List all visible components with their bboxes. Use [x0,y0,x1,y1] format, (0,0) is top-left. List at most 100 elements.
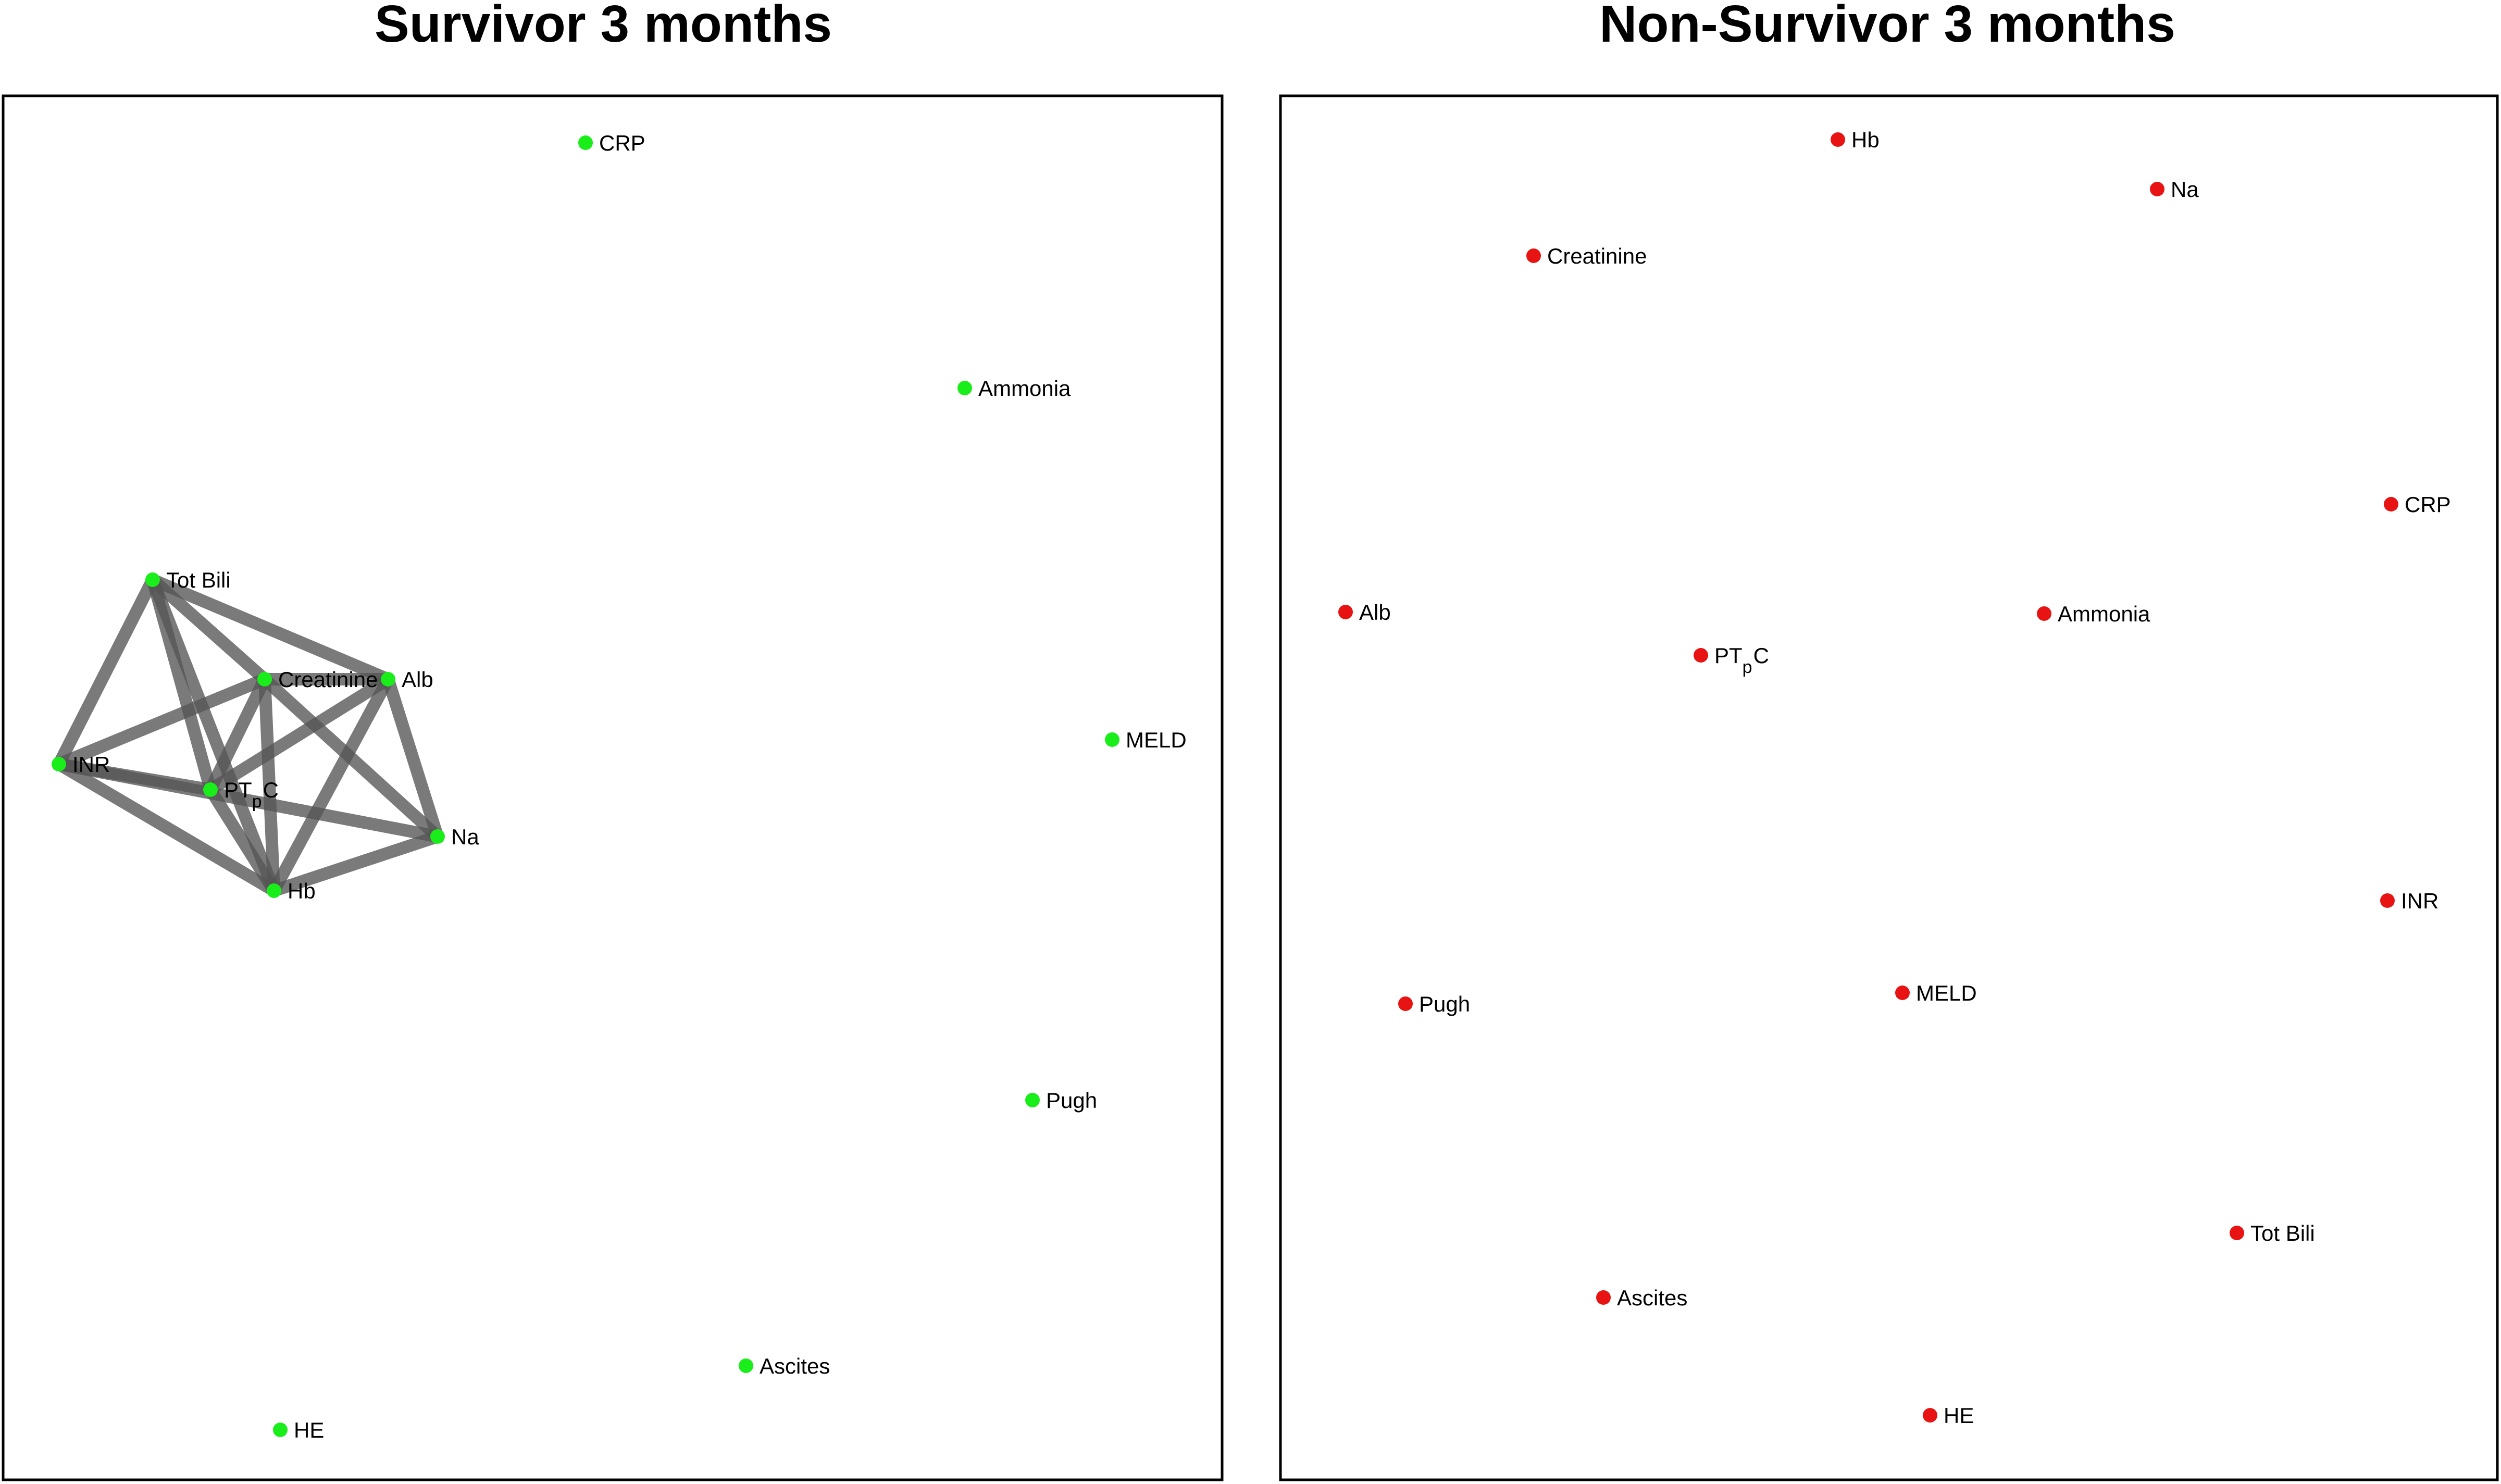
non-survivor-node-totbili: Tot Bili [2230,1221,2315,1245]
non-survivor-node-meld: MELD [1895,981,1977,1005]
survivor-node-label-hb: Hb [288,879,316,903]
survivor-node-ammonia: Ammonia [957,376,1071,401]
non-survivor-node-dot-ptpc [1694,648,1708,663]
survivor-node-dot-pugh [1025,1093,1040,1107]
non-survivor-node-dot-inr [2380,893,2395,908]
non-survivor-node-label-ascites: Ascites [1617,1286,1687,1310]
non-survivor-node-inr: INR [2380,889,2438,913]
survivor-edge-creatinine-hb [258,673,280,897]
non-survivor-panel-title: Non-Survivor 3 months [1599,0,2175,53]
non-survivor-node-label-hb: Hb [1851,128,1880,152]
survivor-node-hb: Hb [267,879,316,903]
non-survivor-node-dot-creatinine [1526,248,1541,263]
non-survivor-node-pugh: Pugh [1398,992,1470,1016]
survivor-node-label-ascites: Ascites [760,1354,830,1378]
survivor-node-meld: MELD [1105,728,1187,752]
survivor-node-label-pugh: Pugh [1046,1088,1097,1113]
non-survivor-node-ascites: Ascites [1596,1286,1687,1310]
non-survivor-node-label-ptpc: PTpC [1714,643,1769,677]
survivor-node-inr: INR [52,752,110,777]
survivor-edge-creatinine-ptpc [204,673,271,796]
non-survivor-node-dot-crp [2384,497,2398,512]
survivor-node-label-totbili: Tot Bili [166,568,231,592]
non-survivor-node-dot-ammonia [2037,606,2051,621]
survivor-edge-alb-hb [268,673,394,897]
non-survivor-node-label-pugh: Pugh [1419,992,1470,1016]
survivor-node-label-meld: MELD [1126,728,1187,752]
non-survivor-node-label-crp: CRP [2405,492,2451,517]
non-survivor-node-label-na: Na [2171,177,2199,202]
non-survivor-node-dot-na [2150,182,2164,196]
non-survivor-node-dot-pugh [1398,996,1413,1011]
non-survivor-node-dot-ascites [1596,1290,1611,1305]
survivor-node-label-na: Na [451,825,479,849]
non-survivor-node-creatinine: Creatinine [1526,244,1647,268]
survivor-node-label-ptpc: PTpC [224,778,279,812]
survivor-node-totbili: Tot Bili [145,568,231,592]
non-survivor-node-na: Na [2150,177,2199,202]
survivor-node-crp: CRP [578,131,645,155]
non-survivor-panel-frame [1279,94,2499,1481]
survivor-node-label-ammonia: Ammonia [978,376,1071,401]
survivor-node-na: Na [430,825,479,849]
survivor-node-dot-na [430,829,445,844]
survivor-node-label-he: HE [294,1418,324,1442]
non-survivor-node-label-meld: MELD [1916,981,1977,1005]
non-survivor-node-alb: Alb [1338,600,1391,625]
survivor-edge-alb-ptpc [204,673,394,796]
survivor-node-pugh: Pugh [1025,1088,1097,1113]
non-survivor-node-label-creatinine: Creatinine [1547,244,1647,268]
survivor-node-label-inr: INR [72,752,110,777]
non-survivor-node-label-totbili: Tot Bili [2250,1221,2315,1245]
survivor-node-dot-meld [1105,732,1119,747]
survivor-edge-hb-na [268,830,444,897]
survivor-node-dot-he [273,1423,288,1437]
non-survivor-node-label-ammonia: Ammonia [2058,602,2150,626]
survivor-node-dot-inr [52,757,66,771]
non-survivor-node-dot-he [1923,1408,1937,1423]
non-survivor-node-dot-alb [1338,605,1353,619]
survivor-panel-frame [2,94,1224,1481]
survivor-node-ascites: Ascites [739,1354,830,1378]
survivor-node-dot-creatinine [257,672,272,687]
survivor-node-creatinine: Creatinine [257,667,378,692]
survivor-edge-totbili-inr [53,573,159,770]
survivor-node-ptpc: PTpC [203,778,279,812]
non-survivor-node-dot-totbili [2230,1226,2244,1240]
survivor-edge-alb-na [382,673,444,843]
non-survivor-panel: Non-Survivor 3 months Hb Na Creatinine CRP A… [1279,0,2499,1481]
survivor-edges [53,573,444,897]
survivor-node-he: HE [273,1418,324,1442]
survivor-node-dot-alb [381,672,395,687]
survivor-node-dot-crp [578,135,593,150]
survivor-node-dot-totbili [145,572,160,587]
non-survivor-node-label-alb: Alb [1359,600,1391,625]
non-survivor-node-he: HE [1923,1403,1974,1428]
non-survivor-node-ammonia: Ammonia [2037,602,2150,626]
survivor-node-dot-ascites [739,1358,753,1373]
survivor-node-dot-ptpc [203,782,218,797]
survivor-edge-totbili-alb [146,573,394,685]
survivor-edge-ptpc-hb [204,783,280,897]
non-survivor-node-label-inr: INR [2401,889,2438,913]
non-survivor-node-crp: CRP [2384,492,2451,517]
non-survivor-node-dot-hb [1831,132,1845,147]
survivor-edge-creatinine-inr [53,673,271,770]
survivor-node-alb: Alb [381,667,433,692]
survivor-node-label-creatinine: Creatinine [278,667,378,692]
non-survivor-node-ptpc: PTpC [1694,643,1769,677]
survivor-edge-totbili-creatinine [146,573,271,685]
survivor-edge-inr-hb [53,758,280,897]
survivor-panel-title: Survivor 3 months [375,0,832,53]
survivor-node-dot-hb [267,883,281,898]
non-survivor-nodes: Hb Na Creatinine CRP Alb Ammonia PTpC INR Pugh ME… [1338,128,2451,1428]
survivor-nodes: CRP Ammonia Tot Bili Creatinine Alb MELD INR PT… [52,131,1187,1442]
survivor-panel: Survivor 3 months CRP Ammonia Tot Bili Crea… [2,0,1224,1481]
survivor-node-dot-ammonia [957,381,972,395]
survivor-edge-totbili-hb [146,573,280,897]
survivor-edge-inr-na [53,758,444,843]
survivor-node-label-crp: CRP [599,131,645,155]
non-survivor-node-label-he: HE [1944,1403,1974,1428]
survivor-node-label-alb: Alb [402,667,433,692]
